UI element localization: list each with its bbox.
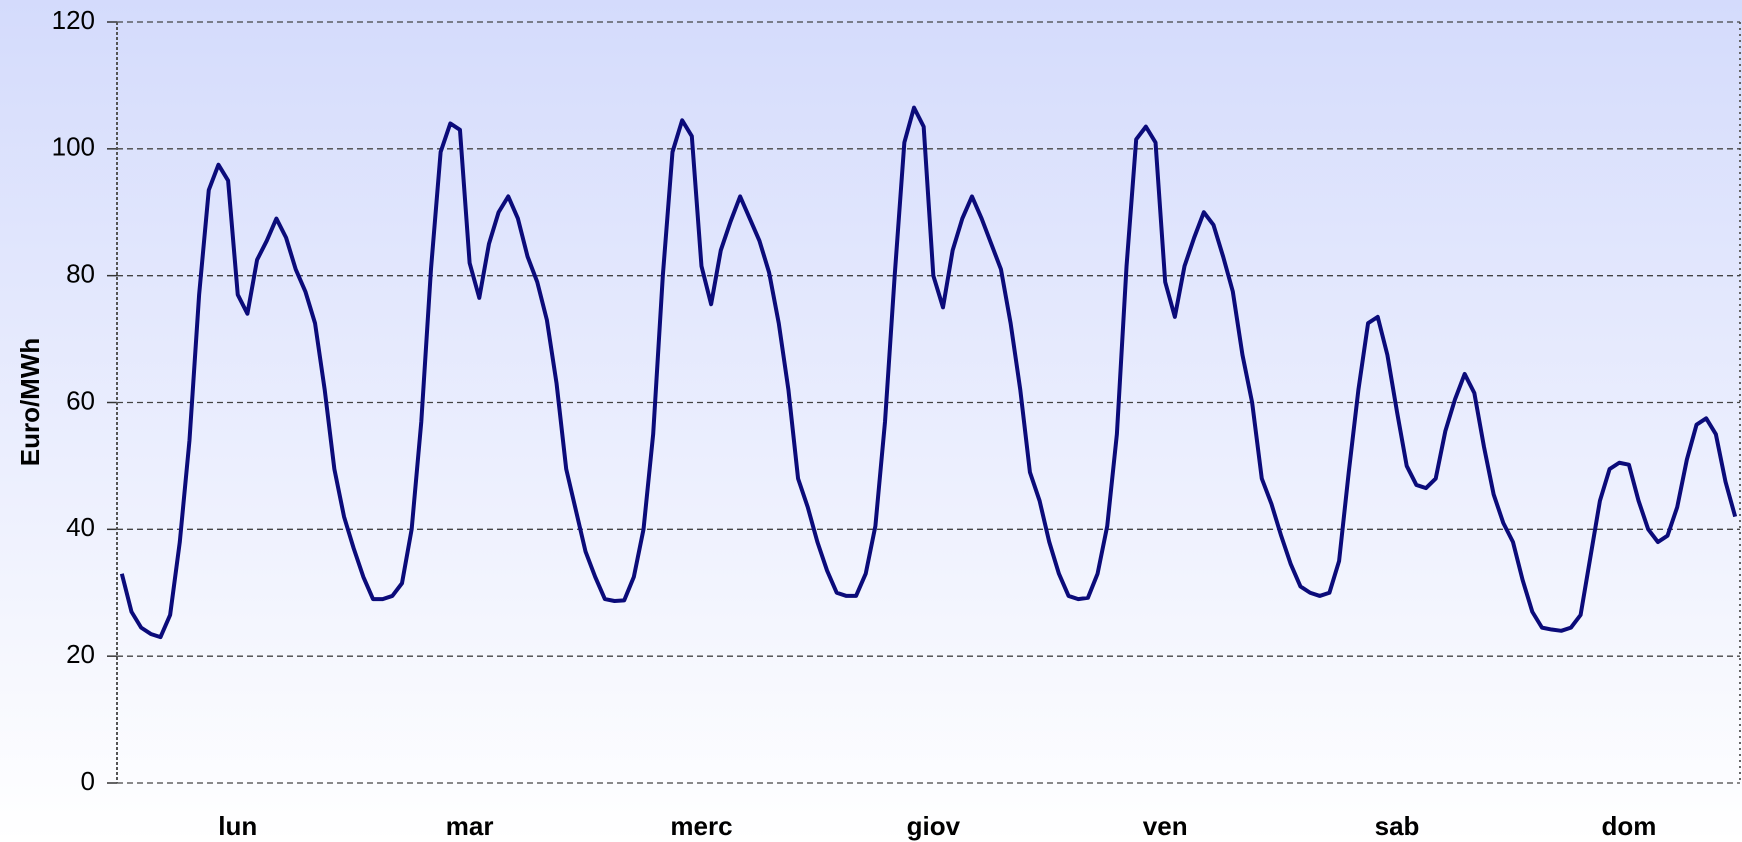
y-tick-label: 80 bbox=[66, 259, 95, 289]
y-axis-label: Euro/MWh bbox=[15, 338, 45, 467]
y-tick-label: 100 bbox=[52, 132, 95, 162]
x-tick-label: sab bbox=[1375, 811, 1420, 841]
x-tick-label: merc bbox=[670, 811, 732, 841]
y-tick-label: 0 bbox=[81, 766, 95, 796]
x-tick-label: ven bbox=[1143, 811, 1188, 841]
y-tick-label: 60 bbox=[66, 385, 95, 415]
x-tick-label: giov bbox=[907, 811, 961, 841]
x-tick-label: lun bbox=[218, 811, 257, 841]
x-tick-label: dom bbox=[1601, 811, 1656, 841]
y-tick-label: 20 bbox=[66, 639, 95, 669]
x-tick-label: mar bbox=[446, 811, 494, 841]
y-tick-label: 40 bbox=[66, 512, 95, 542]
y-tick-label: 120 bbox=[52, 5, 95, 35]
line-series bbox=[119, 105, 1738, 640]
